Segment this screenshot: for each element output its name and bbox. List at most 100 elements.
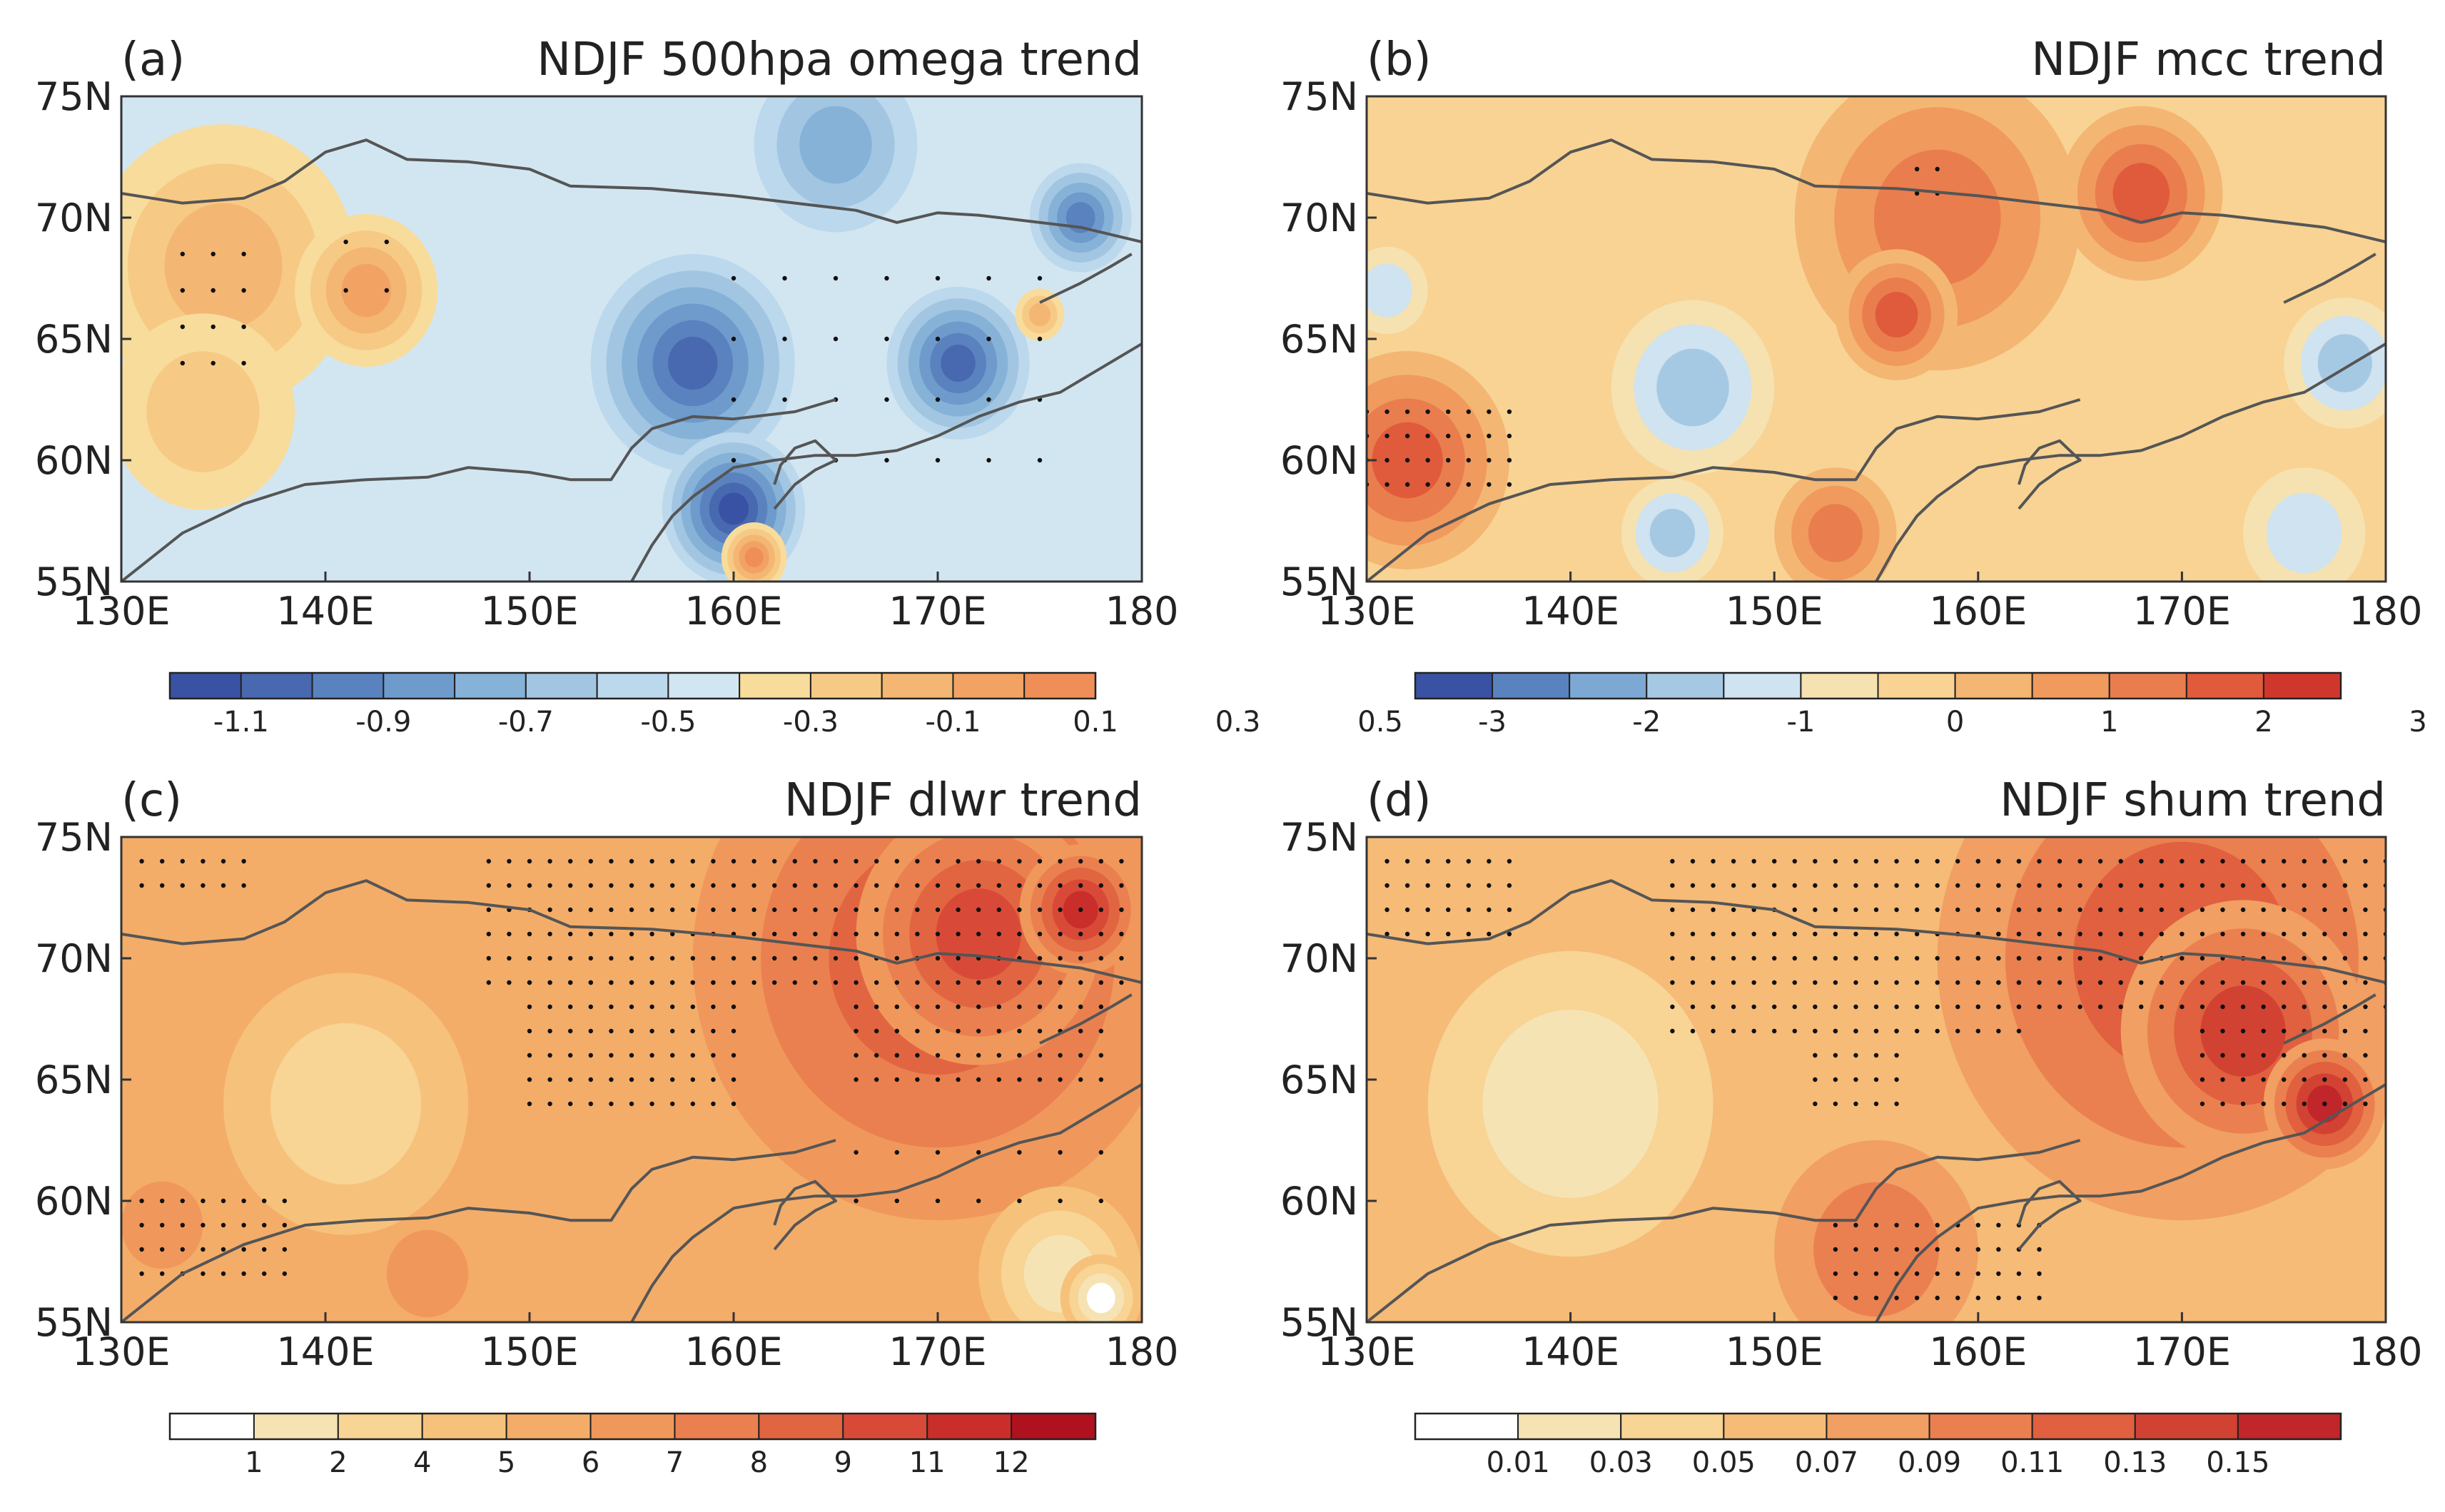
stipple-dot xyxy=(1017,980,1022,985)
stipple-dot xyxy=(211,288,216,293)
stipple-dot xyxy=(915,858,920,864)
stipple-dot xyxy=(1813,883,1818,888)
stipple-dot xyxy=(935,1052,941,1058)
colorbar-label: 0.11 xyxy=(2000,1446,2064,1479)
stipple-dot xyxy=(1078,858,1083,864)
stipple-dot xyxy=(2118,931,2123,937)
stipple-dot xyxy=(2220,980,2225,985)
contour-level xyxy=(1028,303,1051,327)
stipple-dot xyxy=(1731,980,1736,985)
stipple-dot xyxy=(956,1028,961,1034)
stipple-dot xyxy=(2200,1028,2205,1034)
stipple-dot xyxy=(180,288,185,293)
stipple-dot xyxy=(782,275,787,281)
stipple-dot xyxy=(996,1077,1002,1082)
stipple-dot xyxy=(2322,883,2327,888)
stipple-dot xyxy=(1404,907,1410,913)
stipple-dot xyxy=(894,883,900,888)
y-tick-label: 70N xyxy=(1280,936,1358,981)
x-tick-label: 170E xyxy=(889,1329,986,1374)
contour-level xyxy=(146,351,260,472)
stipple-dot xyxy=(1098,1077,1104,1082)
colorbar-label: 8 xyxy=(750,1446,768,1479)
x-tick-label: 170E xyxy=(2133,589,2231,634)
stipple-dot xyxy=(2057,931,2062,937)
stipple-dot xyxy=(180,883,185,888)
stipple-dot xyxy=(2220,1077,2225,1082)
stipple-dot xyxy=(2016,1028,2022,1034)
stipple-dot xyxy=(976,1150,981,1155)
colorbar-swatch xyxy=(2185,672,2264,699)
x-tick-label: 170E xyxy=(889,589,986,634)
stipple-dot xyxy=(547,1101,552,1107)
y-tick-label: 75N xyxy=(35,74,113,119)
stipple-dot xyxy=(731,858,736,864)
stipple-dot xyxy=(1404,931,1410,937)
stipple-dot xyxy=(1894,931,1899,937)
stipple-dot xyxy=(935,457,941,463)
stipple-dot xyxy=(486,907,491,913)
stipple-dot xyxy=(2322,907,2327,913)
stipple-dot xyxy=(2282,1077,2287,1082)
stipple-dot xyxy=(2240,1028,2246,1034)
stipple-dot xyxy=(2282,858,2287,864)
stipple-dot xyxy=(1935,858,1940,864)
stipple-dot xyxy=(894,1198,900,1204)
contour-region xyxy=(2284,298,2386,429)
stipple-dot xyxy=(915,931,920,937)
stipple-dot xyxy=(1119,955,1124,961)
stipple-dot xyxy=(1037,931,1043,937)
stipple-dot xyxy=(629,907,634,913)
stipple-dot xyxy=(1507,457,1512,463)
stipple-dot xyxy=(935,275,941,281)
stipple-dot xyxy=(2302,1004,2307,1010)
colorbar-swatch xyxy=(383,672,456,699)
stipple-dot xyxy=(711,980,716,985)
colorbar-label: 12 xyxy=(993,1446,1030,1479)
stipple-dot xyxy=(1751,980,1756,985)
stipple-dot xyxy=(2261,980,2266,985)
colorbar-swatch xyxy=(674,1413,760,1440)
stipple-dot xyxy=(1996,1004,2001,1010)
stipple-dot xyxy=(649,1028,654,1034)
stipple-dot xyxy=(568,1077,573,1082)
stipple-dot xyxy=(1833,1004,1838,1010)
stipple-dot xyxy=(874,1004,879,1010)
stipple-dot xyxy=(854,1028,859,1034)
stipple-dot xyxy=(2261,858,2266,864)
stipple-dot xyxy=(935,1077,941,1082)
stipple-dot xyxy=(547,931,552,937)
stipple-dot xyxy=(221,1222,226,1228)
stipple-dot xyxy=(2282,1004,2287,1010)
colorbar-label: 5 xyxy=(497,1446,515,1479)
stipple-dot xyxy=(568,907,573,913)
stipple-dot xyxy=(884,397,889,402)
stipple-dot xyxy=(1017,883,1022,888)
stipple-dot xyxy=(588,1101,593,1107)
stipple-dot xyxy=(649,907,654,913)
stipple-dot xyxy=(1446,907,1451,913)
y-tick-label: 55N xyxy=(1280,1300,1358,1345)
stipple-dot xyxy=(1711,907,1716,913)
stipple-dot xyxy=(792,907,798,913)
stipple-dot xyxy=(1894,1052,1899,1058)
stipple-dot xyxy=(2302,1052,2307,1058)
y-tick-label: 75N xyxy=(35,815,113,860)
stipple-dot xyxy=(527,1101,532,1107)
y-tick-label: 65N xyxy=(1280,1057,1358,1102)
colorbar-frame xyxy=(1414,1412,2342,1441)
stipple-dot xyxy=(711,907,716,913)
stipple-dot xyxy=(1955,1247,1960,1252)
stipple-dot xyxy=(262,1271,267,1277)
stipple-dot xyxy=(2240,858,2246,864)
colorbar-label: 9 xyxy=(834,1446,852,1479)
stipple-dot xyxy=(1833,1271,1838,1277)
stipple-dot xyxy=(1466,457,1471,463)
stipple-dot xyxy=(2159,907,2165,913)
stipple-dot xyxy=(486,931,491,937)
stipple-dot xyxy=(1996,907,2001,913)
stipple-dot xyxy=(2118,907,2123,913)
stipple-dot xyxy=(956,955,961,961)
stipple-dot xyxy=(1385,907,1389,913)
